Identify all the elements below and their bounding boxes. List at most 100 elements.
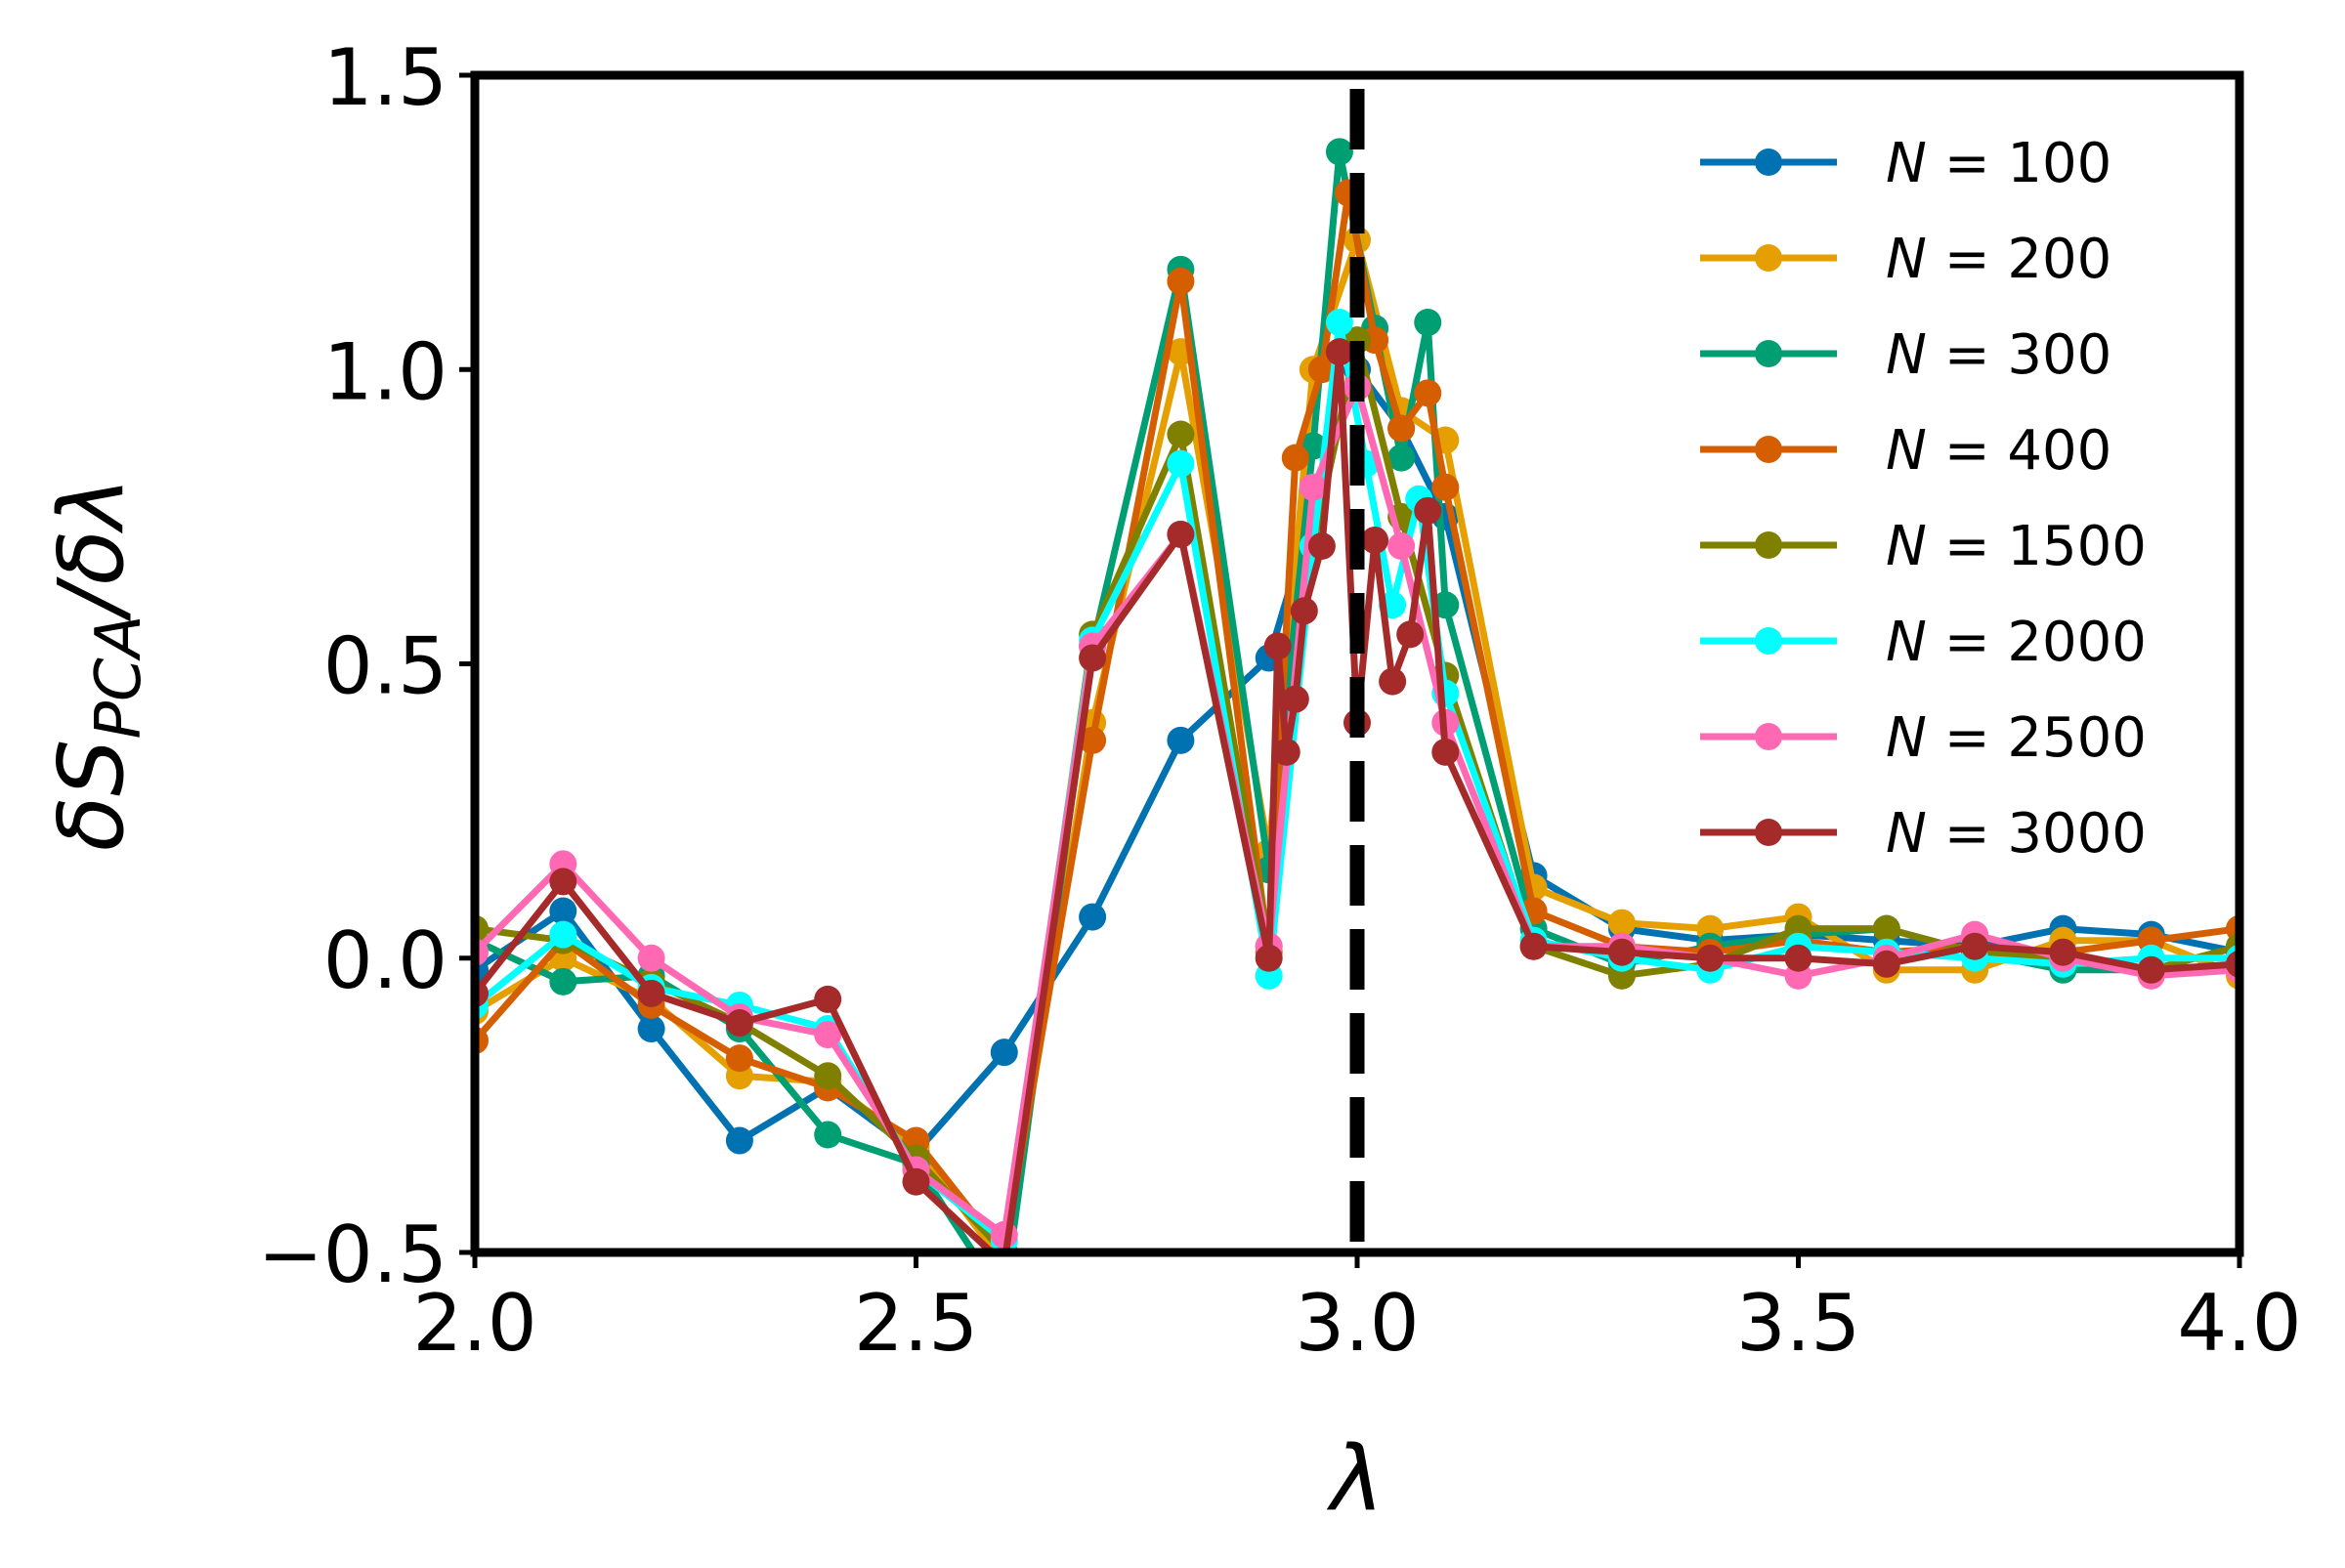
data-point [1263, 632, 1292, 660]
legend-swatch-marker [1755, 723, 1782, 750]
data-point [1784, 944, 1812, 972]
y-axis-label: δSPCA/δλ [39, 477, 155, 851]
legend-item: N = 300 [1700, 323, 2111, 387]
y-tick-label: 0.5 [323, 621, 448, 712]
data-point [1079, 726, 1107, 754]
data-point [1872, 914, 1900, 943]
x-axis: 2.0 2.5 3.0 3.5 4.0 [412, 1252, 2302, 1369]
data-point [549, 967, 577, 996]
series-3000 [475, 338, 2239, 1252]
data-point [1281, 444, 1309, 472]
data-point [1325, 138, 1353, 166]
legend-label: N = 200 [1886, 228, 2111, 291]
data-point [814, 1121, 842, 1149]
data-point [1872, 950, 1900, 978]
data-point [1387, 414, 1416, 443]
x-tick-label: 2.0 [412, 1278, 536, 1369]
data-point [1414, 379, 1442, 407]
data-point [1396, 620, 1425, 649]
legend-swatch-marker [1755, 436, 1782, 463]
data-point [725, 1044, 753, 1073]
data-point [1290, 597, 1318, 625]
y-axis-label-tail: /δλ [39, 477, 144, 622]
data-point [2137, 955, 2165, 984]
data-point [1387, 532, 1416, 560]
data-point [1607, 938, 1636, 966]
legend-swatch-marker [1755, 148, 1782, 176]
legend-item: N = 2500 [1700, 706, 2147, 770]
data-point [1379, 667, 1407, 696]
data-point [1961, 932, 1989, 960]
legend-item: N = 100 [1700, 132, 2111, 195]
legend-item: N = 200 [1700, 228, 2111, 291]
data-point [1325, 309, 1353, 337]
data-point [1255, 944, 1283, 972]
data-point [1167, 726, 1195, 754]
data-point [637, 944, 665, 972]
y-tick-label: 0.0 [323, 915, 448, 1006]
data-point [549, 868, 577, 896]
legend-label: N = 400 [1886, 419, 2111, 483]
data-point [814, 1062, 842, 1090]
data-point [1167, 449, 1195, 478]
x-tick-label: 2.5 [854, 1278, 978, 1369]
data-point [991, 1286, 1018, 1313]
data-point [725, 1126, 753, 1155]
y-tick-label: −0.5 [258, 1209, 448, 1300]
data-point [1167, 267, 1195, 295]
data-point [1361, 526, 1389, 554]
data-point [814, 985, 842, 1013]
legend: N = 100 N = 200 N = 300 N = 400 N = 1500 N = … [1700, 132, 2147, 866]
legend-label: N = 1500 [1886, 515, 2147, 578]
data-point [1079, 644, 1107, 672]
data-point [990, 1038, 1018, 1067]
data-point [1431, 738, 1460, 766]
data-point [549, 897, 577, 925]
x-tick-label: 3.0 [1295, 1278, 1419, 1369]
data-point [1387, 444, 1416, 472]
legend-swatch-marker [1755, 819, 1782, 846]
data-point [902, 1167, 930, 1196]
y-axis-label-main: δS [39, 740, 144, 852]
data-point [1299, 473, 1327, 501]
data-point [725, 1009, 753, 1038]
legend-swatch-marker [1755, 340, 1782, 367]
data-point [1307, 356, 1336, 384]
legend-item: N = 2000 [1700, 611, 2147, 674]
x-axis-label: λ [1326, 1426, 1384, 1531]
data-point [637, 1015, 665, 1043]
data-point [1696, 944, 1725, 972]
data-point [1272, 738, 1300, 766]
data-point [1414, 309, 1442, 337]
legend-label: N = 100 [1886, 132, 2111, 195]
data-point [814, 1021, 842, 1049]
legend-swatch-marker [1755, 244, 1782, 272]
data-point [1167, 520, 1195, 548]
data-point [1307, 532, 1336, 560]
data-point [1281, 685, 1309, 713]
data-point [1079, 903, 1107, 931]
x-tick-label: 4.0 [2177, 1278, 2301, 1369]
legend-label: N = 3000 [1886, 802, 2147, 866]
x-tick-label: 3.5 [1736, 1278, 1860, 1369]
data-point [1414, 496, 1442, 525]
data-point [1431, 591, 1460, 619]
data-point [1167, 420, 1195, 448]
data-point [1431, 473, 1460, 501]
legend-item: N = 1500 [1700, 515, 2147, 578]
data-point [549, 920, 577, 949]
legend-label: N = 2000 [1886, 611, 2147, 674]
legend-label: N = 300 [1886, 323, 2111, 387]
legend-swatch-marker [1755, 531, 1782, 559]
y-axis: −0.5 0.0 0.5 1.0 1.5 [258, 32, 475, 1300]
data-point [1607, 909, 1636, 937]
plot-frame [470, 70, 2244, 1257]
data-point [2049, 938, 2077, 966]
legend-item: N = 400 [1700, 419, 2111, 483]
legend-swatch-marker [1755, 627, 1782, 655]
data-point [637, 979, 665, 1007]
legend-label: N = 2500 [1886, 706, 2147, 770]
y-axis-label-sub: PCA [83, 614, 155, 739]
